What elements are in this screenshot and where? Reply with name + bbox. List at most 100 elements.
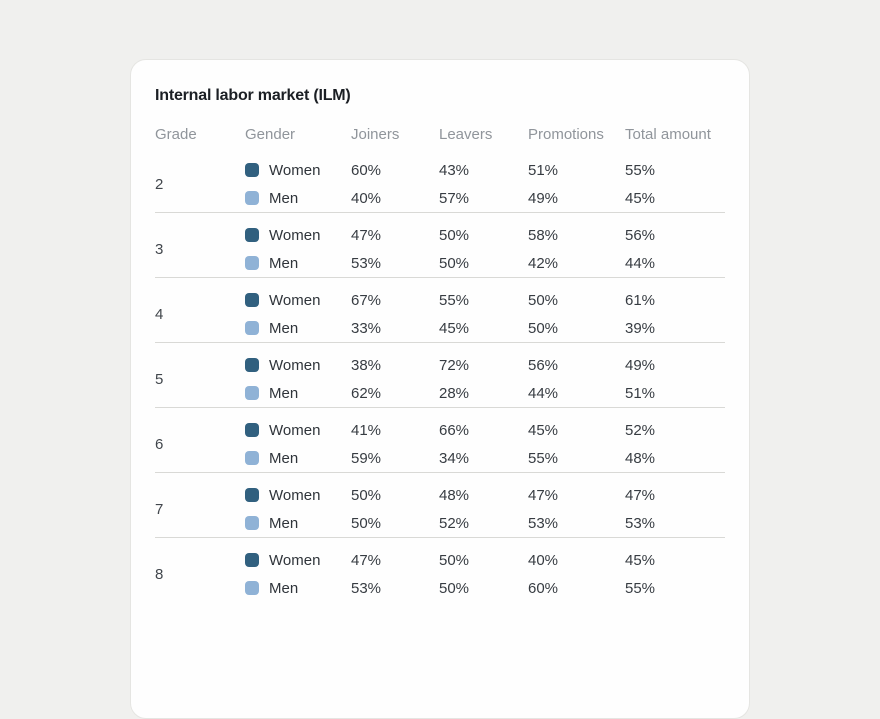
promotions-value: 47% — [528, 486, 559, 504]
column-header-joiners: Joiners — [351, 125, 400, 143]
joiners-value: 53% — [351, 254, 382, 272]
column-header-grade: Grade — [155, 125, 197, 143]
gender-label: Men — [269, 449, 299, 467]
promotions-value: 42% — [528, 254, 559, 272]
promotions-value: 53% — [528, 514, 559, 532]
gender-color-swatch-icon — [245, 553, 259, 567]
leavers-value: 43% — [439, 161, 470, 179]
gender-cell: Women — [245, 292, 351, 309]
total-value: 45% — [625, 189, 656, 207]
gender-cell: Women — [245, 162, 351, 179]
grade-cell: 7 — [155, 500, 164, 518]
joiners-value: 38% — [351, 356, 382, 374]
joiners-value: 53% — [351, 579, 382, 597]
total-value: 45% — [625, 551, 656, 569]
table-header: Grade Gender Joiners Leavers Promotions … — [155, 120, 725, 148]
gender-color-swatch-icon — [245, 163, 259, 177]
gender-cell: Men — [245, 385, 351, 402]
gender-cell: Men — [245, 580, 351, 597]
promotions-value: 45% — [528, 421, 559, 439]
gender-cell: Men — [245, 320, 351, 337]
grade-cell: 5 — [155, 370, 164, 388]
total-value: 55% — [625, 161, 656, 179]
gender-label: Men — [269, 189, 299, 207]
joiners-value: 59% — [351, 449, 382, 467]
page-background: { "card": { "title": "Internal labor mar… — [130, 59, 750, 719]
joiners-value: 41% — [351, 421, 382, 439]
total-value: 55% — [625, 579, 656, 597]
promotions-value: 55% — [528, 449, 559, 467]
total-value: 49% — [625, 356, 656, 374]
total-value: 47% — [625, 486, 656, 504]
gender-color-swatch-icon — [245, 358, 259, 372]
grade-cell: 8 — [155, 565, 164, 583]
promotions-value: 50% — [528, 291, 559, 309]
joiners-value: 50% — [351, 514, 382, 532]
promotions-value: 50% — [528, 319, 559, 337]
joiners-value: 50% — [351, 486, 382, 504]
grade-group: 4 Women 67% 55% 50% 61% Men 33% 45% 50% … — [155, 278, 725, 343]
gender-label: Women — [269, 161, 321, 179]
gender-label: Men — [269, 384, 299, 402]
promotions-value: 44% — [528, 384, 559, 402]
gender-color-swatch-icon — [245, 321, 259, 335]
total-value: 48% — [625, 449, 656, 467]
gender-color-swatch-icon — [245, 488, 259, 502]
grade-cell: 2 — [155, 175, 164, 193]
promotions-value: 40% — [528, 551, 559, 569]
promotions-value: 60% — [528, 579, 559, 597]
gender-cell: Men — [245, 450, 351, 467]
total-value: 39% — [625, 319, 656, 337]
gender-label: Women — [269, 356, 321, 374]
leavers-value: 50% — [439, 254, 470, 272]
leavers-value: 50% — [439, 551, 470, 569]
leavers-value: 48% — [439, 486, 470, 504]
promotions-value: 58% — [528, 226, 559, 244]
grade-cell: 3 — [155, 240, 164, 258]
grade-group: 7 Women 50% 48% 47% 47% Men 50% 52% 53% … — [155, 473, 725, 538]
total-value: 61% — [625, 291, 656, 309]
gender-label: Men — [269, 514, 299, 532]
column-header-promotions: Promotions — [528, 125, 604, 143]
ilm-card: Internal labor market (ILM) Grade Gender… — [130, 59, 750, 719]
leavers-value: 57% — [439, 189, 470, 207]
total-value: 44% — [625, 254, 656, 272]
gender-color-swatch-icon — [245, 423, 259, 437]
gender-label: Men — [269, 319, 299, 337]
leavers-value: 50% — [439, 226, 470, 244]
gender-cell: Women — [245, 487, 351, 504]
grade-group: 5 Women 38% 72% 56% 49% Men 62% 28% 44% … — [155, 343, 725, 408]
gender-label: Women — [269, 291, 321, 309]
column-header-gender: Gender — [245, 125, 296, 143]
gender-cell: Men — [245, 190, 351, 207]
gender-cell: Women — [245, 227, 351, 244]
promotions-value: 49% — [528, 189, 559, 207]
table-body: 2 Women 60% 43% 51% 55% Men 40% 57% 49% … — [155, 148, 725, 602]
gender-color-swatch-icon — [245, 191, 259, 205]
grade-group: 2 Women 60% 43% 51% 55% Men 40% 57% 49% … — [155, 148, 725, 213]
leavers-value: 50% — [439, 579, 470, 597]
gender-cell: Women — [245, 422, 351, 439]
column-header-leavers: Leavers — [439, 125, 493, 143]
joiners-value: 47% — [351, 551, 382, 569]
grade-group: 8 Women 47% 50% 40% 45% Men 53% 50% 60% … — [155, 538, 725, 602]
leavers-value: 55% — [439, 291, 470, 309]
joiners-value: 67% — [351, 291, 382, 309]
gender-label: Women — [269, 486, 321, 504]
gender-cell: Women — [245, 552, 351, 569]
leavers-value: 66% — [439, 421, 470, 439]
gender-color-swatch-icon — [245, 451, 259, 465]
leavers-value: 34% — [439, 449, 470, 467]
promotions-value: 51% — [528, 161, 559, 179]
joiners-value: 62% — [351, 384, 382, 402]
leavers-value: 28% — [439, 384, 470, 402]
total-value: 53% — [625, 514, 656, 532]
total-value: 56% — [625, 226, 656, 244]
gender-color-swatch-icon — [245, 228, 259, 242]
joiners-value: 47% — [351, 226, 382, 244]
leavers-value: 52% — [439, 514, 470, 532]
gender-cell: Men — [245, 515, 351, 532]
joiners-value: 33% — [351, 319, 382, 337]
joiners-value: 60% — [351, 161, 382, 179]
joiners-value: 40% — [351, 189, 382, 207]
